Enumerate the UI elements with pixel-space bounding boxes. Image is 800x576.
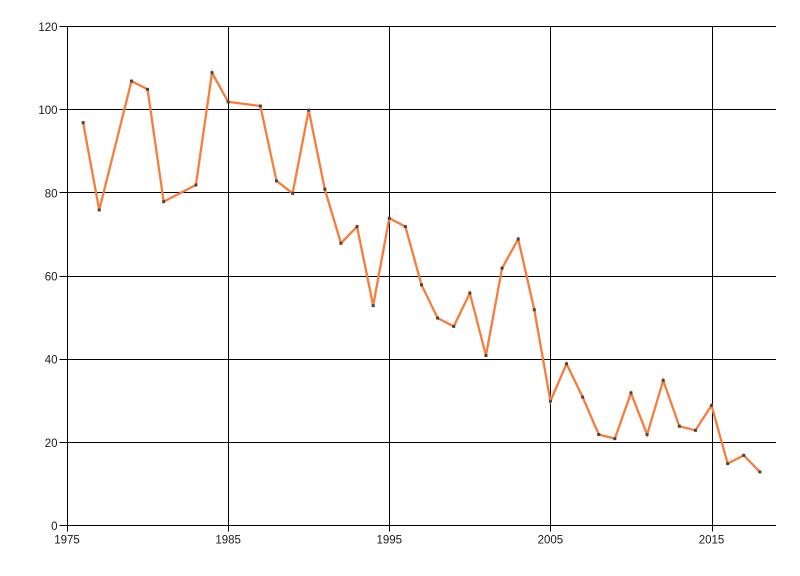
- data-point-marker: [726, 462, 730, 466]
- marker-group: [81, 71, 762, 474]
- data-point-marker: [758, 470, 762, 474]
- data-point-marker: [146, 87, 150, 91]
- y-tick-label: 120: [38, 22, 57, 34]
- data-point-marker: [339, 241, 343, 245]
- x-tick-label: 1995: [376, 535, 402, 547]
- y-tick-label: 60: [45, 272, 58, 284]
- data-point-marker: [162, 200, 166, 204]
- grid-group: [59, 26, 776, 532]
- data-point-marker: [661, 378, 665, 382]
- data-point-marker: [710, 403, 714, 407]
- data-point-marker: [565, 362, 569, 366]
- data-point-marker: [500, 266, 504, 270]
- data-point-marker: [371, 304, 375, 308]
- data-point-marker: [307, 108, 311, 112]
- data-point-marker: [484, 354, 488, 358]
- data-point-marker: [420, 283, 423, 287]
- data-point-marker: [436, 316, 440, 320]
- data-point-marker: [581, 395, 585, 399]
- data-point-marker: [613, 437, 617, 441]
- data-point-marker: [81, 121, 85, 125]
- data-point-marker: [629, 391, 633, 395]
- data-point-marker: [194, 183, 198, 187]
- y-tick-label: 0: [51, 521, 57, 533]
- data-point-marker: [226, 100, 230, 104]
- x-tick-label: 1975: [54, 535, 80, 547]
- data-point-marker: [291, 191, 295, 195]
- x-tick-label: 2005: [538, 535, 564, 547]
- data-point-marker: [387, 216, 391, 220]
- x-tick-label: 1985: [215, 535, 241, 547]
- x-axis-labels: 1975 1985 1995 2005 2015: [54, 535, 724, 547]
- y-tick-label: 100: [38, 105, 57, 117]
- data-point-marker: [742, 453, 746, 457]
- y-tick-label: 20: [45, 438, 58, 450]
- y-axis-labels: 0 20 40 60 80 100 120: [38, 22, 57, 533]
- y-tick-label: 40: [45, 355, 58, 367]
- data-point-marker: [97, 208, 101, 212]
- data-point-marker: [403, 225, 407, 229]
- data-line: [81, 69, 761, 473]
- data-point-marker: [516, 237, 520, 241]
- data-point-marker: [274, 179, 278, 183]
- x-tick-label: 2015: [699, 535, 725, 547]
- data-point-marker: [323, 187, 327, 191]
- data-point-marker: [532, 308, 536, 312]
- data-point-marker: [645, 433, 649, 437]
- data-point-marker: [210, 71, 214, 75]
- y-tick-label: 80: [45, 188, 58, 200]
- data-point-marker: [548, 399, 552, 403]
- data-point-marker: [452, 324, 456, 328]
- data-point-marker: [597, 433, 601, 437]
- data-point-marker: [129, 79, 133, 83]
- data-point-marker: [355, 225, 359, 229]
- data-point-marker: [258, 104, 262, 108]
- data-point-marker: [693, 428, 697, 432]
- data-point-marker: [677, 424, 681, 428]
- data-point-marker: [468, 291, 472, 295]
